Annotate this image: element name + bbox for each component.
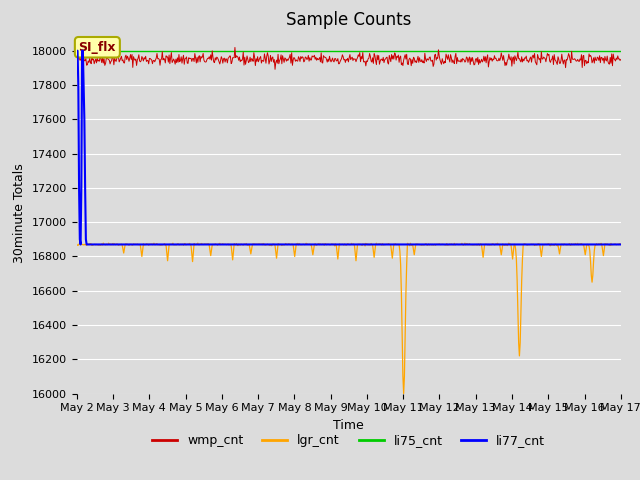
Y-axis label: 30minute Totals: 30minute Totals (13, 164, 26, 264)
Text: SI_flx: SI_flx (79, 41, 116, 54)
Legend: wmp_cnt, lgr_cnt, li75_cnt, li77_cnt: wmp_cnt, lgr_cnt, li75_cnt, li77_cnt (147, 429, 550, 452)
Title: Sample Counts: Sample Counts (286, 11, 412, 29)
X-axis label: Time: Time (333, 419, 364, 432)
